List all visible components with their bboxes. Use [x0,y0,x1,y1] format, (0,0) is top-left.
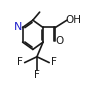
Text: F: F [51,57,57,67]
Text: O: O [56,36,64,46]
Text: OH: OH [65,15,81,25]
Text: F: F [34,70,40,80]
Text: N: N [14,22,23,32]
Text: F: F [17,57,23,67]
